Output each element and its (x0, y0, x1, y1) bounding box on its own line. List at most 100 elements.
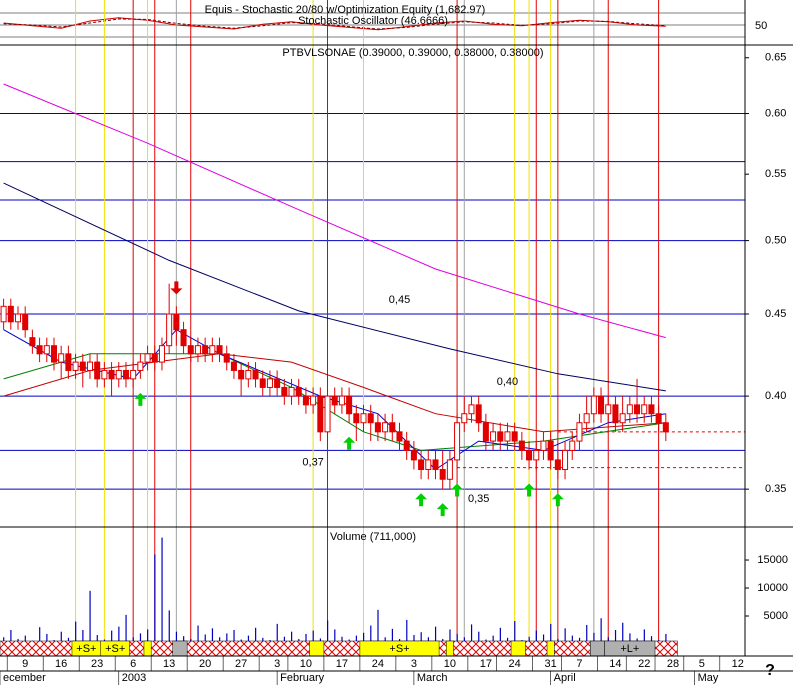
volume-bar (24, 635, 26, 644)
volume-bar (197, 625, 199, 644)
volume-title: Volume (711,000) (330, 531, 416, 543)
x-tick-label: 10 (444, 658, 456, 670)
volume-bar (211, 628, 214, 644)
band-label: +S+ (105, 643, 125, 655)
candle-body (612, 404, 619, 424)
x-tick-label: 9 (22, 658, 28, 670)
candle-body (130, 369, 137, 380)
volume-bar (118, 626, 120, 644)
volume-bar (46, 633, 48, 644)
candle-body (425, 459, 432, 471)
position-band (446, 640, 454, 657)
volume-bar (219, 637, 221, 644)
volume-bar (247, 635, 250, 644)
volume-bar (406, 619, 408, 644)
volume-bar (341, 636, 343, 644)
candle-body (144, 353, 151, 363)
volume-bar (370, 625, 372, 644)
candle-body (648, 404, 655, 415)
volume-bar (161, 537, 163, 644)
volume-bar (183, 636, 185, 644)
candle-body (187, 345, 194, 355)
candle-body (540, 440, 547, 451)
candle-body (346, 395, 353, 415)
candle-body (634, 404, 641, 415)
candle-body (569, 440, 576, 451)
volume-bar (305, 633, 307, 644)
volume-bar (154, 554, 156, 644)
x-tick-label: 6 (130, 658, 136, 670)
volume-bar (111, 630, 113, 644)
volume-bar (629, 633, 631, 644)
candle-body (14, 313, 22, 323)
x-tick-label: 13 (163, 658, 175, 670)
x-tick-label: 22 (638, 658, 650, 670)
month-label: ecember (3, 672, 46, 684)
x-tick-label: 17 (336, 658, 348, 670)
volume-bar (586, 624, 588, 644)
candle-body (274, 378, 281, 388)
volume-bar (600, 618, 602, 644)
candle-body (468, 404, 475, 415)
position-band (172, 640, 188, 657)
volume-bar (607, 637, 609, 644)
volume-bar (291, 631, 293, 644)
candle-body (166, 313, 173, 347)
candle-body (86, 361, 93, 371)
band-label: +S+ (389, 643, 409, 655)
level-label: 0,35 (468, 493, 489, 505)
candle-body (122, 369, 129, 380)
volume-bar (550, 623, 552, 644)
candle-body (338, 395, 345, 406)
band-label: +S+ (76, 643, 96, 655)
y-tick-label: 0.45 (765, 308, 786, 320)
candle-body (526, 449, 533, 461)
candle-body (533, 449, 540, 461)
volume-bar (327, 620, 329, 644)
candle-body (353, 413, 360, 424)
x-tick-label: 16 (55, 658, 67, 670)
candle-body (202, 345, 209, 355)
candle-body (238, 369, 245, 380)
x-tick-label: 27 (235, 658, 247, 670)
x-tick-label: 10 (300, 658, 312, 670)
volume-bar (363, 632, 365, 644)
candle-body (259, 378, 266, 388)
candle-body (439, 469, 446, 480)
buy-arrow (415, 493, 428, 507)
candle-body (252, 369, 259, 380)
stochastic-line (3, 18, 666, 30)
candle-body (331, 395, 338, 406)
y-tick-label: 15000 (757, 554, 788, 566)
volume-bar (377, 609, 379, 644)
level-label: 0,40 (497, 376, 518, 388)
volume-bar (39, 627, 41, 644)
volume-bar (478, 631, 480, 644)
help-mark[interactable]: ? (765, 662, 775, 679)
volume-bar (564, 628, 566, 644)
volume-bar (434, 626, 437, 644)
volume-bar (571, 635, 573, 644)
volume-bar (535, 630, 537, 644)
candle-body (194, 345, 201, 355)
volume-bar (10, 630, 12, 644)
candle-body (562, 449, 569, 471)
x-tick-label: 3 (274, 658, 280, 670)
candle-body (310, 395, 317, 406)
volume-bar (233, 630, 235, 644)
price-title: PTBVLSONAE (0.39000, 0.39000, 0.38000, 0… (282, 47, 543, 59)
candle-body (43, 345, 50, 355)
volume-bar (255, 627, 257, 644)
candle-body (382, 422, 389, 433)
volume-bar (470, 624, 473, 644)
candle-body (302, 395, 309, 406)
volume-bar (449, 629, 451, 644)
volume-bar (665, 633, 667, 644)
candle-body (7, 305, 14, 323)
volume-bar (132, 637, 134, 644)
volume-bar (283, 636, 286, 644)
y-tick-label: 50 (755, 20, 767, 32)
candle-body (590, 395, 597, 415)
